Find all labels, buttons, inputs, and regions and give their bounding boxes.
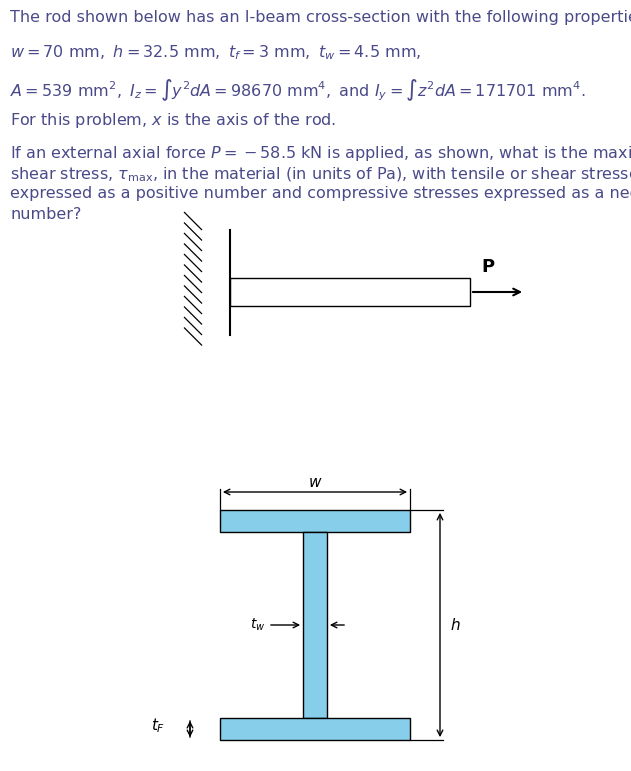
Text: $h$: $h$ bbox=[450, 617, 461, 633]
Text: expressed as a positive number and compressive stresses expressed as a negative: expressed as a positive number and compr… bbox=[10, 187, 631, 201]
Text: $t_F$: $t_F$ bbox=[151, 716, 165, 735]
Bar bbox=[230, 278, 470, 306]
Text: number?: number? bbox=[10, 207, 81, 222]
Text: shear stress, $\tau_{\max}$, in the material (in units of Pa), with tensile or s: shear stress, $\tau_{\max}$, in the mate… bbox=[10, 166, 631, 183]
Bar bbox=[220, 510, 410, 532]
Bar bbox=[220, 718, 410, 740]
Text: $t_w$: $t_w$ bbox=[250, 617, 265, 633]
Text: $w$: $w$ bbox=[308, 475, 322, 490]
Text: $A = 539\ \mathrm{mm}^2,\ I_z = \int y^2 dA = 98670\ \mathrm{mm}^4,\ \mathrm{and: $A = 539\ \mathrm{mm}^2,\ I_z = \int y^2… bbox=[10, 77, 586, 103]
Bar bbox=[303, 532, 327, 718]
Text: $\mathbf{P}$: $\mathbf{P}$ bbox=[481, 258, 495, 276]
Text: The rod shown below has an I-beam cross-section with the following properties:: The rod shown below has an I-beam cross-… bbox=[10, 10, 631, 25]
Text: $w = 70\ \mathrm{mm},\ h = 32.5\ \mathrm{mm},\ t_f = 3\ \mathrm{mm},\ t_w = 4.5\: $w = 70\ \mathrm{mm},\ h = 32.5\ \mathrm… bbox=[10, 44, 421, 62]
Text: For this problem, $x$ is the axis of the rod.: For this problem, $x$ is the axis of the… bbox=[10, 111, 336, 130]
Text: If an external axial force $P = -58.5\ \mathrm{kN}$ is applied, as shown, what i: If an external axial force $P = -58.5\ \… bbox=[10, 144, 631, 163]
